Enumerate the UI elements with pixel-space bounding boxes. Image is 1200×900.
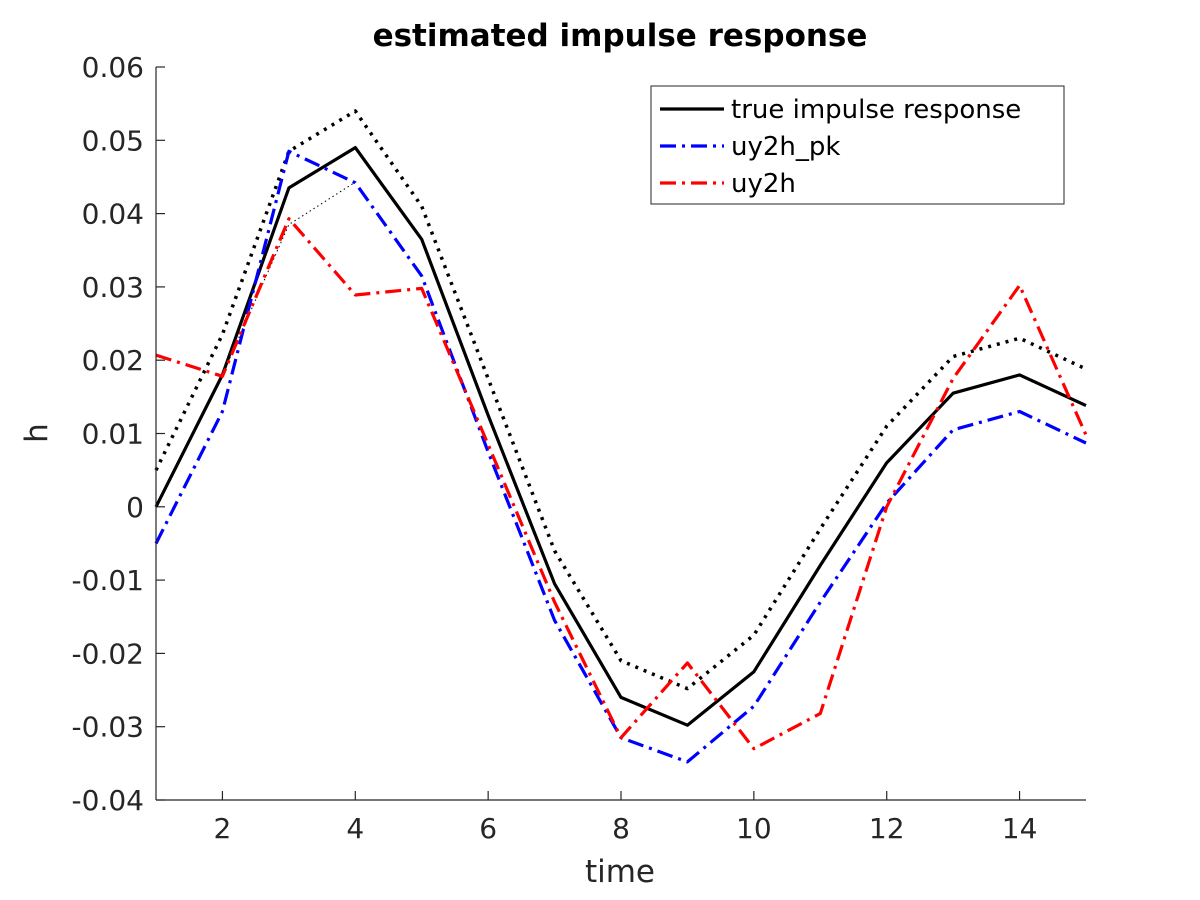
y-tick-label: 0.06 xyxy=(82,51,144,84)
y-tick-label: -0.04 xyxy=(72,784,144,817)
y-axis-ticks: -0.04 -0.03 -0.02 -0.01 0 0.01 0.02 0.03 0.04 0.0… xyxy=(72,51,165,817)
x-tick-label: 14 xyxy=(1002,812,1038,845)
chart-title: estimated impulse response xyxy=(373,18,868,54)
y-tick-label: -0.02 xyxy=(72,637,144,670)
y-tick-label: 0.02 xyxy=(82,344,144,377)
series-line-2 xyxy=(155,217,1088,751)
x-tick-label: 4 xyxy=(346,812,364,845)
x-tick-label: 6 xyxy=(479,812,497,845)
series-line-0 xyxy=(154,146,1087,727)
x-tick-label: 8 xyxy=(612,812,630,845)
legend: true impulse response uy2h_pk uy2h xyxy=(650,85,1065,205)
x-axis-ticks: 2 4 6 8 10 12 14 xyxy=(214,791,1038,845)
y-tick-label: 0.05 xyxy=(82,124,144,157)
y-tick-label: 0.01 xyxy=(82,418,144,451)
y-tick-label: -0.03 xyxy=(72,711,144,744)
series-line-3 xyxy=(154,109,1087,691)
legend-label: true impulse response xyxy=(731,95,1021,125)
x-tick-label: 2 xyxy=(214,812,232,845)
y-tick-label: 0 xyxy=(126,491,144,524)
legend-box xyxy=(650,85,1065,205)
series-lines xyxy=(154,109,1088,764)
legend-label: uy2h_pk xyxy=(731,132,840,162)
y-tick-label: 0.03 xyxy=(82,271,144,304)
y-tick-label: 0.04 xyxy=(82,198,144,231)
x-tick-label: 12 xyxy=(869,812,905,845)
x-tick-label: 10 xyxy=(736,812,772,845)
x-axis-label: time xyxy=(585,854,655,890)
y-axis-label: h xyxy=(19,423,55,443)
y-tick-label: -0.01 xyxy=(72,564,144,597)
legend-label: uy2h xyxy=(731,169,796,199)
